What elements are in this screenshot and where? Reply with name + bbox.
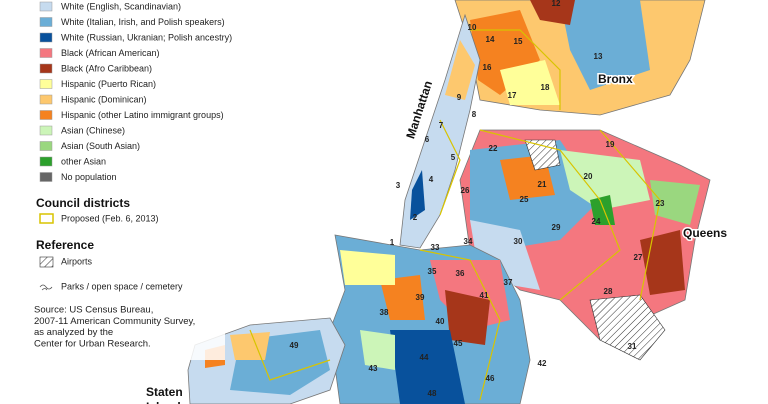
district-number: 43 — [369, 364, 378, 373]
district-number: 25 — [520, 195, 529, 204]
legend-heading: Reference — [36, 238, 94, 252]
borough-label: Bronx — [598, 72, 633, 86]
district-number: 30 — [514, 237, 523, 246]
district-number: 4 — [429, 175, 434, 184]
district-number: 13 — [594, 52, 603, 61]
district-number: 37 — [504, 278, 513, 287]
district-number: 42 — [538, 359, 547, 368]
legend-swatch — [39, 17, 53, 27]
borough-label: Staten — [146, 385, 183, 399]
source-text: Source: US Census Bureau, — [34, 305, 153, 316]
legend-label: Parks / open space / cemetery — [61, 281, 183, 291]
district-number: 8 — [472, 110, 477, 119]
district-number: 14 — [486, 35, 495, 44]
district-number: 15 — [514, 37, 523, 46]
district-number: 2 — [413, 213, 418, 222]
legend-label: Hispanic (Puerto Rican) — [61, 79, 156, 89]
legend-swatch — [39, 63, 53, 74]
legend-label: Hispanic (other Latino immigrant groups) — [61, 110, 224, 120]
district-number: 38 — [380, 308, 389, 317]
district-number: 12 — [552, 0, 561, 8]
district-number: 9 — [457, 93, 462, 102]
legend-swatch — [39, 284, 53, 291]
legend-background — [0, 0, 225, 360]
legend-swatch — [39, 94, 53, 105]
legend: White (English, Scandinavian) White (Ital… — [0, 0, 232, 360]
legend-label: White (English, Scandinavian) — [61, 1, 181, 11]
legend-swatch — [39, 256, 54, 268]
district-number: 44 — [420, 353, 429, 362]
source-text: Center for Urban Research. — [34, 338, 151, 349]
legend-label: Black (Afro Caribbean) — [61, 63, 152, 73]
source-text: 2007-11 American Community Survey, — [34, 316, 195, 327]
district-number: 29 — [552, 223, 561, 232]
district-number: 24 — [592, 217, 601, 226]
legend-heading: Council districts — [36, 196, 130, 210]
district-number: 19 — [606, 140, 615, 149]
district-number: 3 — [396, 181, 401, 190]
district-number: 26 — [461, 186, 470, 195]
district-number: 48 — [428, 389, 437, 398]
district-number: 16 — [483, 63, 492, 72]
district-number: 22 — [489, 144, 498, 153]
district-number: 31 — [628, 342, 637, 351]
district-number: 28 — [604, 287, 613, 296]
district-number: 20 — [584, 172, 593, 181]
legend-swatch — [39, 1, 53, 12]
legend-label: Asian (South Asian) — [61, 141, 140, 151]
legend-swatch — [39, 79, 53, 89]
legend-swatch — [39, 213, 54, 224]
district-number: 17 — [508, 91, 517, 100]
district-number: 36 — [456, 269, 465, 278]
district-number: 23 — [656, 199, 665, 208]
legend-label: Asian (Chinese) — [61, 125, 125, 135]
district-number: 33 — [431, 243, 440, 252]
legend-swatch — [39, 125, 53, 136]
legend-label: Airports — [61, 256, 93, 266]
source-text: as analyzed by the — [34, 327, 113, 338]
district-number: 7 — [439, 121, 444, 130]
legend-swatch — [39, 110, 53, 120]
district-number: 40 — [436, 317, 445, 326]
district-number: 21 — [538, 180, 547, 189]
legend-swatch — [39, 141, 53, 151]
legend-label: other Asian — [61, 156, 106, 166]
district-number: 34 — [464, 237, 473, 246]
district-number: 46 — [486, 374, 495, 383]
map-land — [187, 0, 711, 404]
legend-label: White (Italian, Irish, and Polish speake… — [61, 17, 225, 27]
district-number: 35 — [428, 267, 437, 276]
borough-label: Island — [146, 400, 181, 404]
borough-label: Queens — [683, 226, 727, 240]
district-number: 10 — [468, 23, 477, 32]
district-number: 18 — [541, 83, 550, 92]
district-number: 45 — [454, 339, 463, 348]
legend-swatch — [39, 32, 53, 43]
district-number: 39 — [416, 293, 425, 302]
district-number: 5 — [451, 153, 456, 162]
legend-swatch — [39, 172, 53, 182]
district-number: 1 — [390, 238, 395, 247]
legend-swatch — [39, 48, 53, 58]
legend-label: White (Russian, Ukranian; Polish ancestr… — [61, 32, 232, 42]
district-number: 6 — [425, 135, 430, 144]
legend-label: No population — [61, 172, 117, 182]
legend-label: Proposed (Feb. 6, 2013) — [61, 213, 159, 223]
district-number: 49 — [290, 341, 299, 350]
legend-swatch — [39, 156, 53, 167]
district-number: 41 — [480, 291, 489, 300]
legend-label: Black (African American) — [61, 48, 160, 58]
legend-label: Hispanic (Dominican) — [61, 94, 147, 104]
district-number: 27 — [634, 253, 643, 262]
